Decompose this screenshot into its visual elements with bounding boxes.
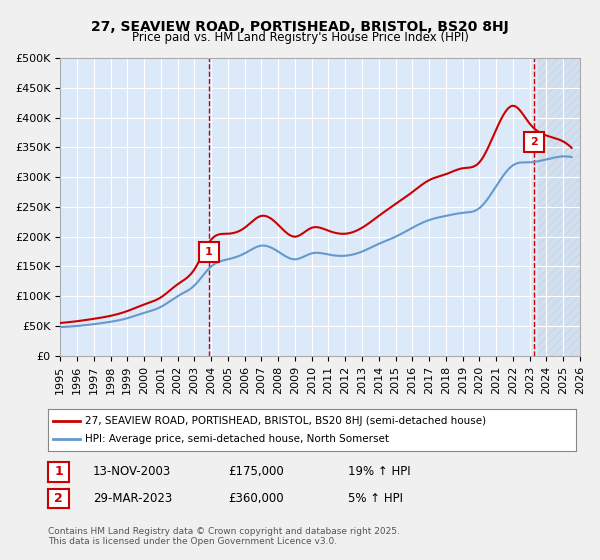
Text: 13-NOV-2003: 13-NOV-2003 xyxy=(93,465,171,478)
Text: 2: 2 xyxy=(530,137,538,147)
Text: Price paid vs. HM Land Registry's House Price Index (HPI): Price paid vs. HM Land Registry's House … xyxy=(131,31,469,44)
Text: 1: 1 xyxy=(205,246,213,256)
Text: Contains HM Land Registry data © Crown copyright and database right 2025.
This d: Contains HM Land Registry data © Crown c… xyxy=(48,526,400,546)
Text: £175,000: £175,000 xyxy=(228,465,284,478)
Text: 2: 2 xyxy=(54,492,63,505)
Text: 19% ↑ HPI: 19% ↑ HPI xyxy=(348,465,410,478)
Text: 29-MAR-2023: 29-MAR-2023 xyxy=(93,492,172,505)
Text: 27, SEAVIEW ROAD, PORTISHEAD, BRISTOL, BS20 8HJ (semi-detached house): 27, SEAVIEW ROAD, PORTISHEAD, BRISTOL, B… xyxy=(85,416,486,426)
Bar xyxy=(538,58,580,356)
Text: HPI: Average price, semi-detached house, North Somerset: HPI: Average price, semi-detached house,… xyxy=(85,434,389,444)
Text: £360,000: £360,000 xyxy=(228,492,284,505)
Text: 27, SEAVIEW ROAD, PORTISHEAD, BRISTOL, BS20 8HJ: 27, SEAVIEW ROAD, PORTISHEAD, BRISTOL, B… xyxy=(91,20,509,34)
Text: 1: 1 xyxy=(54,465,63,478)
Text: 5% ↑ HPI: 5% ↑ HPI xyxy=(348,492,403,505)
